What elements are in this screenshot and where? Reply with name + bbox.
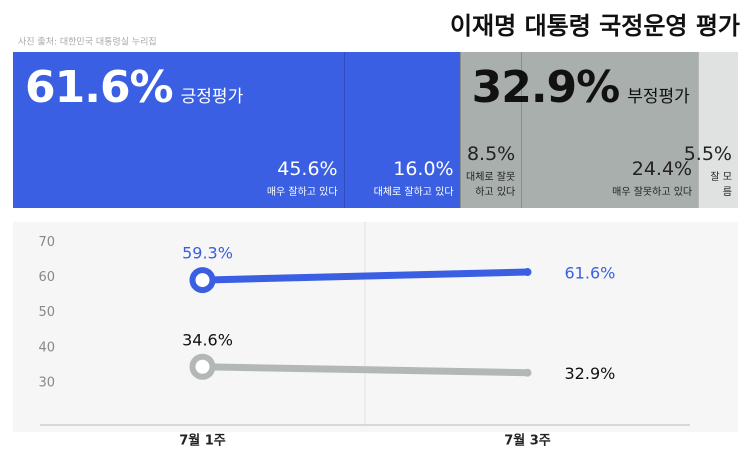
group-value: 61.6% bbox=[25, 62, 174, 113]
source: 사진 출처: 대한민국 대통령실 누리집 bbox=[18, 36, 157, 48]
point-marker bbox=[189, 353, 216, 380]
segment-value: 24.4% bbox=[631, 158, 693, 180]
value-label: 34.6% bbox=[182, 330, 233, 349]
value-label: 59.3% bbox=[182, 244, 233, 263]
series-line bbox=[202, 363, 528, 377]
segment-name: 매우 잘하고 있다 bbox=[266, 187, 338, 198]
segment: 5.5% 잘 모름 bbox=[684, 52, 738, 208]
group-label: 32.9% 부정평가 bbox=[472, 62, 690, 113]
group-name: 부정평가 bbox=[627, 87, 690, 107]
point-marker bbox=[189, 267, 216, 294]
point-end bbox=[523, 268, 532, 277]
segment-name: 잘 모름 bbox=[710, 172, 732, 198]
segment-name: 대체로 잘못하고 있다 bbox=[466, 172, 516, 198]
y-tick-label: 60 bbox=[38, 270, 55, 285]
title: 이재명 대통령 국정운영 평가 bbox=[450, 12, 740, 40]
group-band: 32.9% 부정평가 bbox=[459, 52, 699, 208]
y-tick-label: 70 bbox=[38, 235, 55, 250]
segment: 16.0% 대체로 잘하고 있다 bbox=[343, 52, 460, 208]
segment-value: 16.0% bbox=[393, 158, 454, 180]
stacked-bar: 61.6% 긍정평가 32.9% 부정평가 45.6% 매우 잘하고 있다 16.0% 대체로… bbox=[13, 52, 738, 208]
x-tick-label: 7월 3주 bbox=[504, 433, 551, 449]
segment-name: 대체로 잘하고 있다 bbox=[373, 187, 454, 198]
segment-value: 5.5% bbox=[683, 143, 732, 165]
y-tick-label: 50 bbox=[38, 305, 55, 320]
value-label: 32.9% bbox=[565, 364, 616, 383]
segment-value: 8.5% bbox=[466, 143, 516, 165]
series-line bbox=[202, 268, 528, 284]
segment: 45.6% 매우 잘하고 있다 bbox=[13, 52, 344, 208]
group-value: 32.9% bbox=[471, 62, 621, 113]
segment-name: 매우 잘못하고 있다 bbox=[612, 187, 693, 198]
y-tick-label: 30 bbox=[38, 375, 55, 390]
value-label: 61.6% bbox=[565, 264, 616, 283]
y-tick-label: 40 bbox=[38, 340, 55, 355]
segment: 8.5% 대체로 잘못하고 있다 bbox=[459, 52, 522, 208]
segment-value: 45.6% bbox=[277, 158, 338, 180]
segment: 24.4% 매우 잘못하고 있다 bbox=[521, 52, 698, 208]
group-label: 61.6% 긍정평가 bbox=[25, 62, 243, 113]
group-name: 긍정평가 bbox=[180, 87, 244, 107]
x-tick-label: 7월 1주 bbox=[179, 433, 226, 449]
group-band: 61.6% 긍정평가 bbox=[13, 52, 460, 208]
plot-background bbox=[13, 222, 738, 432]
point-end bbox=[523, 368, 532, 377]
